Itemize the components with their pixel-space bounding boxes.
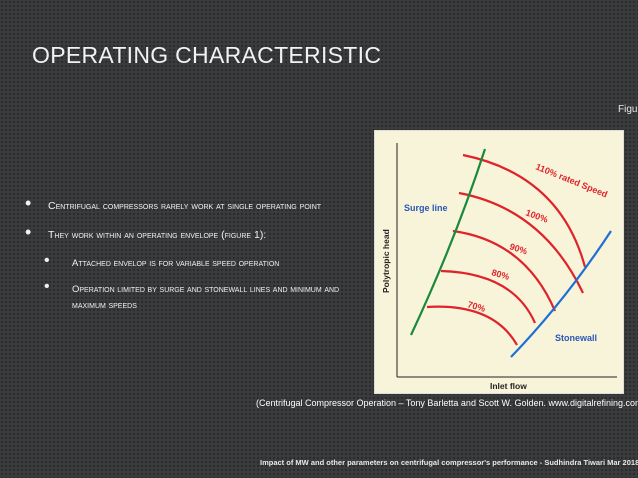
sub-bullet-text: Attached envelop is for variable speed o… [72, 258, 280, 269]
bullet-dot-icon: • [25, 222, 32, 242]
bullet-dot-icon: • [44, 252, 50, 269]
compressor-map-chart: Polytropic head Inlet flow Surge line St… [381, 143, 617, 391]
bullet-text: Centrifugal compressors rarely work at s… [48, 200, 322, 212]
figure-caption: (Centrifugal Compressor Operation – Tony… [256, 398, 638, 408]
bullet-dot-icon: • [25, 193, 32, 213]
slide-footer: Impact of MW and other parameters on cen… [260, 458, 638, 467]
speed-curve-80 [440, 269, 537, 324]
bullet-item: • Centrifugal compressors rarely work at… [22, 193, 362, 215]
stonewall-line [510, 230, 612, 358]
figure-label-cut: Figure [618, 104, 638, 115]
surge-line [410, 148, 487, 336]
speed-label-70: 70% [466, 299, 486, 314]
bullet-list: • Centrifugal compressors rarely work at… [22, 193, 362, 324]
speed-curve-90 [452, 229, 557, 312]
bullet-text: They work within an operating envelope (… [48, 229, 267, 241]
speed-curve-100 [458, 191, 584, 294]
speed-curve-110 [462, 153, 587, 268]
x-axis-label: Inlet flow [490, 381, 527, 391]
sub-bullet-item: • Operation limited by surge and stonewa… [32, 278, 362, 314]
speed-label-110-group: 110% rated Speed [534, 162, 609, 200]
bullet-item: • They work within an operating envelope… [22, 222, 362, 244]
sub-bullet-text: Operation limited by surge and stonewall… [72, 284, 340, 311]
speed-label-110: 110% rated Speed [534, 162, 609, 200]
compressor-map-figure: Polytropic head Inlet flow Surge line St… [374, 130, 624, 394]
bullet-dot-icon: • [44, 278, 50, 295]
sub-bullet-item: • Attached envelop is for variable speed… [32, 252, 362, 272]
slide-title: OPERATING CHARACTERISTIC [32, 42, 382, 68]
stonewall-label: Stonewall [555, 333, 597, 343]
surge-line-label: Surge line [404, 203, 448, 213]
speed-curve-70 [426, 305, 518, 346]
speed-label-80: 80% [490, 267, 510, 282]
y-axis-label: Polytropic head [381, 229, 391, 293]
